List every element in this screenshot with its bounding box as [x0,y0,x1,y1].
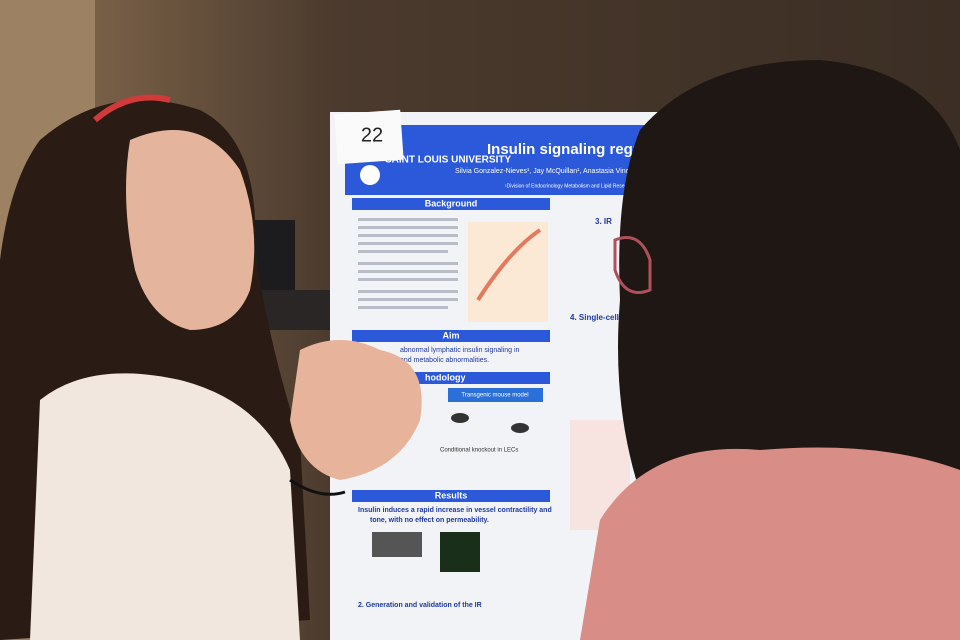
background-text [358,218,458,309]
figure-vessel [476,228,542,302]
affiliation: ¹Division of Endocrinology Metabolism an… [505,183,625,189]
figure [468,222,548,322]
section-bar [352,490,550,502]
aim-text: and metabolic abnormalities. [400,357,489,364]
section-bar [352,198,550,210]
number-card [334,109,404,165]
figure [440,532,480,572]
shirt [30,373,300,640]
aim-text: abnormal lymphatic insulin signaling in [400,347,520,354]
sunglasses [93,94,171,123]
hand [290,340,422,480]
results-subheading: 2. Generation and validation of the IR [358,602,482,609]
mouse-icon [511,423,529,433]
glasses [613,236,652,294]
results-text: Insulin induces a rapid increase in vess… [358,507,552,514]
section-heading: Aim [442,330,459,340]
section-bar [352,330,550,342]
section-heading: Results [435,490,468,500]
results-subheading: 3. IR [595,217,612,226]
logo [360,165,380,185]
section-heading: hodology [425,372,466,382]
method-label: Transgenic mouse model [461,393,528,399]
method-box [448,388,543,402]
figure [372,532,422,557]
hair [618,60,960,520]
method-label: Conditional knockout in LECs [440,448,518,454]
bracelet [289,478,346,496]
results-text: tone, with no effect on permeability. [370,517,489,524]
face [126,130,255,330]
desk-equipment [255,290,335,330]
sweater [580,447,960,640]
section-heading: Background [425,198,478,208]
poster-title: Insulin signaling regulato [487,141,669,158]
results-subheading: 4. Single-cell RNA [570,313,639,322]
authors: Silvia Gonzalez-Nieves¹, Jay McQuillan¹,… [455,168,634,175]
poster-number: 22 [361,124,383,146]
mouse-icon [451,413,469,423]
university: SAINT LOUIS UNIVERSITY [385,155,511,166]
